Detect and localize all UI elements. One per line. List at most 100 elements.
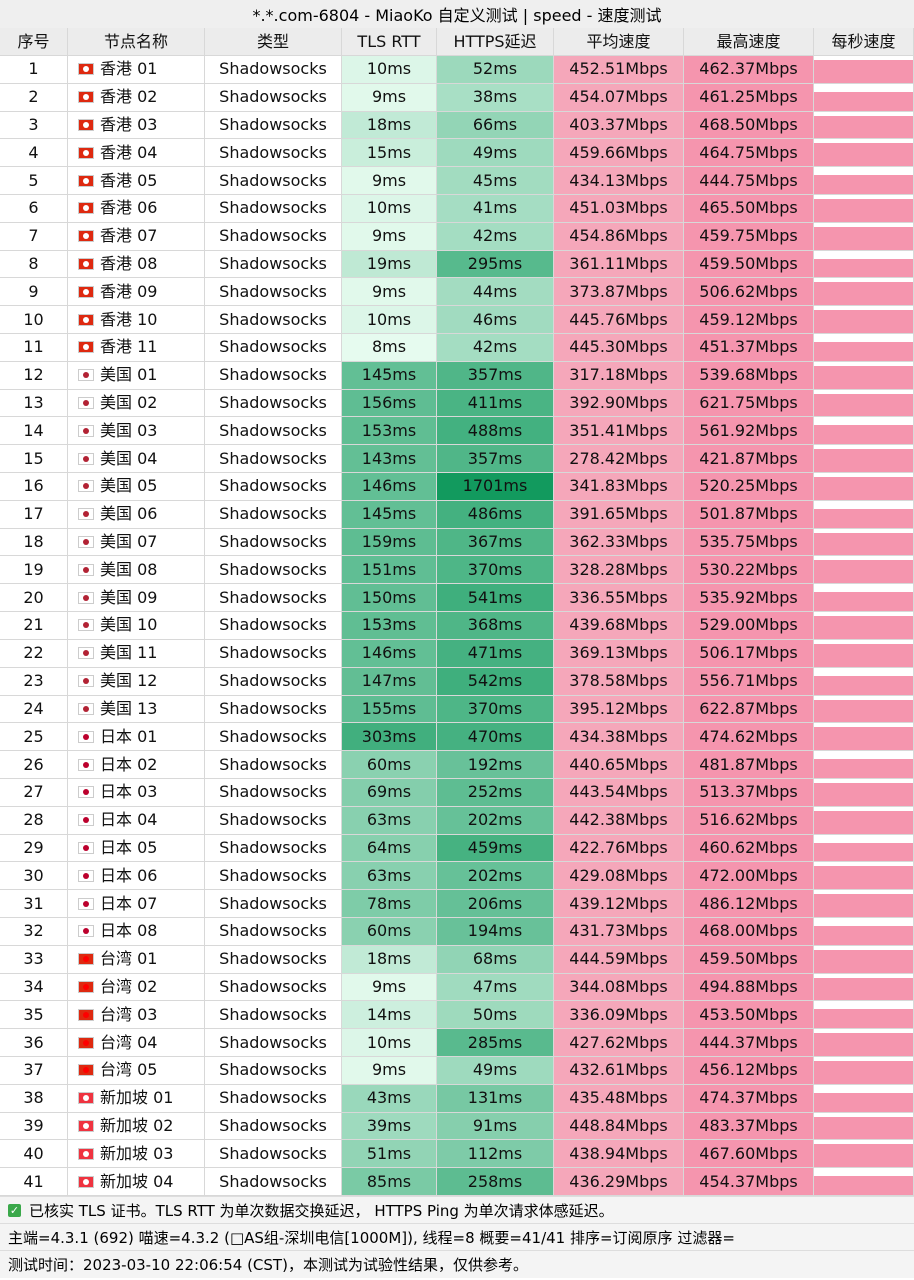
cell: 10ms <box>342 195 437 223</box>
node-name: 新加坡 04 <box>100 1171 174 1191</box>
node-name: 台湾 02 <box>100 976 158 996</box>
cell: 328.28Mbps <box>554 556 684 585</box>
cell: 369.13Mbps <box>554 639 684 668</box>
node-cell: 香港 08 <box>68 250 205 279</box>
cell: 561.92Mbps <box>684 417 814 446</box>
flag-icon <box>78 1036 94 1049</box>
node-cell: 台湾 01 <box>68 945 205 974</box>
node-name: 美国 03 <box>100 420 158 440</box>
cell: 429.08Mbps <box>554 862 684 891</box>
cell: 471ms <box>437 639 554 668</box>
cell: 465.50Mbps <box>684 195 814 223</box>
cell: 26 <box>0 751 68 779</box>
cell: Shadowsocks <box>205 167 342 196</box>
cell: 621.75Mbps <box>684 389 814 418</box>
cell: Shadowsocks <box>205 973 342 1002</box>
cell: 461.25Mbps <box>684 83 814 112</box>
cell: 459.75Mbps <box>684 222 814 251</box>
node-name: 香港 02 <box>100 87 158 107</box>
cell: 22 <box>0 639 68 668</box>
node-cell: 日本 04 <box>68 806 205 835</box>
node-name: 日本 02 <box>100 754 158 774</box>
cell: 472.00Mbps <box>684 862 814 891</box>
node-name: 美国 13 <box>100 698 158 718</box>
node-cell: 美国 03 <box>68 417 205 446</box>
cell: Shadowsocks <box>205 890 342 918</box>
cell: Shadowsocks <box>205 445 342 474</box>
cell: 2 <box>0 83 68 112</box>
node-name: 台湾 04 <box>100 1032 158 1052</box>
cell: 542ms <box>437 667 554 696</box>
cell: 541ms <box>437 584 554 613</box>
node-name: 美国 02 <box>100 393 158 413</box>
cell: 45ms <box>437 167 554 196</box>
flag-mark <box>83 1067 89 1074</box>
cell: 192ms <box>437 751 554 779</box>
flag-icon <box>78 1119 94 1132</box>
cell: 194ms <box>437 917 554 946</box>
flag-icon <box>78 313 94 326</box>
cell: 41ms <box>437 195 554 223</box>
cell: 29 <box>0 834 68 863</box>
node-cell: 香港 03 <box>68 111 205 140</box>
cell: 535.75Mbps <box>684 528 814 557</box>
cell: 10ms <box>342 306 437 335</box>
cell: 38ms <box>437 83 554 112</box>
flag-icon <box>78 174 94 187</box>
flag-mark <box>83 789 89 796</box>
speed-graph <box>814 695 914 724</box>
flag-icon <box>78 202 94 215</box>
title: *.*.com-6804 - MiaoKo 自定义测试 | speed - 速度… <box>0 0 914 29</box>
cell: 69ms <box>342 778 437 807</box>
speed-bars <box>814 1092 913 1112</box>
flag-icon <box>78 119 94 131</box>
cell: 431.73Mbps <box>554 917 684 946</box>
flag-mark <box>83 1095 89 1102</box>
flag-mark <box>83 594 89 601</box>
cell: 10ms <box>342 1029 437 1057</box>
cell: 10ms <box>342 56 437 84</box>
speed-bars <box>814 226 913 250</box>
speed-bars <box>814 60 913 83</box>
header-cell: 每秒速度 <box>814 28 914 56</box>
cell: 43ms <box>342 1084 437 1113</box>
cell: 470ms <box>437 723 554 752</box>
node-cell: 新加坡 02 <box>68 1112 205 1141</box>
node-cell: 香港 09 <box>68 278 205 307</box>
flag-icon <box>78 814 94 827</box>
speed-graph <box>814 1168 914 1196</box>
cell: 516.62Mbps <box>684 806 814 835</box>
node-cell: 日本 08 <box>68 917 205 946</box>
speed-graph <box>814 417 914 446</box>
flag-mark <box>83 928 89 935</box>
node-cell: 新加坡 03 <box>68 1140 205 1169</box>
flag-mark <box>83 94 89 101</box>
node-cell: 香港 01 <box>68 56 205 84</box>
node-name: 香港 09 <box>100 281 158 301</box>
node-cell: 日本 01 <box>68 723 205 752</box>
speed-bars <box>814 143 913 167</box>
cell: 341.83Mbps <box>554 473 684 501</box>
node-name: 美国 07 <box>100 532 158 552</box>
cell: Shadowsocks <box>205 945 342 974</box>
flag-mark <box>83 261 89 268</box>
cell: Shadowsocks <box>205 1029 342 1057</box>
speed-graph <box>814 890 914 918</box>
flag-mark <box>83 427 89 434</box>
node-name: 美国 09 <box>100 587 158 607</box>
cell: 9ms <box>342 222 437 251</box>
cell: 112ms <box>437 1140 554 1169</box>
flag-icon <box>78 980 94 993</box>
flag-icon <box>78 480 94 493</box>
cell: 439.12Mbps <box>554 890 684 918</box>
node-cell: 香港 06 <box>68 195 205 223</box>
flag-icon <box>78 285 94 298</box>
cell: 444.37Mbps <box>684 1029 814 1057</box>
speed-bars <box>814 643 913 667</box>
node-cell: 美国 06 <box>68 500 205 529</box>
cell: 40 <box>0 1140 68 1169</box>
speed-bars <box>814 894 913 917</box>
cell: Shadowsocks <box>205 278 342 307</box>
cell: Shadowsocks <box>205 806 342 835</box>
cell: 60ms <box>342 751 437 779</box>
